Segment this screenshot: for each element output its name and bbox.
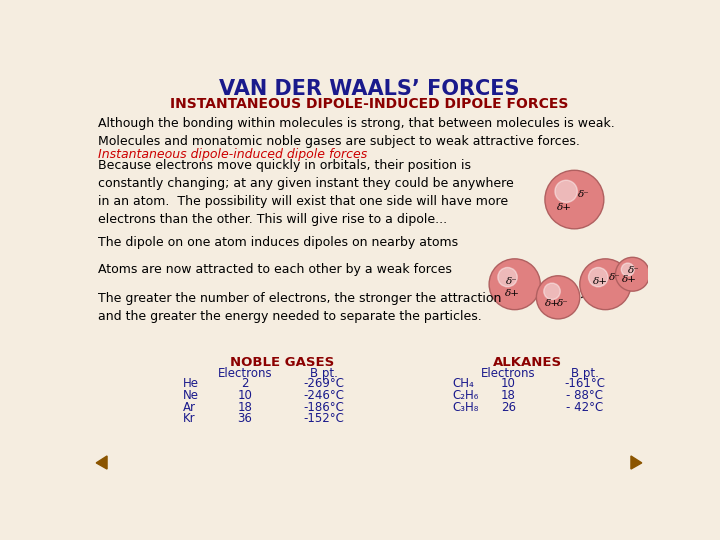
Text: Atoms are now attracted to each other by a weak forces: Atoms are now attracted to each other by… bbox=[98, 262, 451, 276]
Text: 36: 36 bbox=[238, 412, 253, 425]
Text: B pt.: B pt. bbox=[570, 367, 598, 380]
Circle shape bbox=[498, 267, 517, 287]
Text: C₂H₆: C₂H₆ bbox=[453, 389, 479, 402]
Text: Electrons: Electrons bbox=[217, 367, 272, 380]
Text: - 88°C: - 88°C bbox=[566, 389, 603, 402]
Text: ALKANES: ALKANES bbox=[493, 356, 562, 369]
Text: δ⁻: δ⁻ bbox=[506, 277, 518, 286]
Circle shape bbox=[616, 257, 649, 291]
Circle shape bbox=[580, 259, 631, 309]
Text: Kr: Kr bbox=[183, 412, 196, 425]
Circle shape bbox=[544, 283, 560, 300]
Text: δ⁻: δ⁻ bbox=[557, 299, 569, 308]
Text: δ+: δ+ bbox=[621, 275, 636, 284]
Text: He: He bbox=[183, 377, 199, 390]
Text: δ⁻: δ⁻ bbox=[578, 190, 590, 199]
Text: δ+: δ+ bbox=[557, 203, 572, 212]
Text: CH₄: CH₄ bbox=[453, 377, 474, 390]
Text: δ+: δ+ bbox=[544, 299, 559, 308]
Text: Because electrons move quickly in orbitals, their position is
constantly changin: Because electrons move quickly in orbita… bbox=[98, 159, 513, 226]
Text: 18: 18 bbox=[238, 401, 253, 414]
Text: Ar: Ar bbox=[183, 401, 196, 414]
Text: -269°C: -269°C bbox=[304, 377, 345, 390]
Circle shape bbox=[489, 259, 540, 309]
Text: 2: 2 bbox=[241, 377, 248, 390]
Text: Ne: Ne bbox=[183, 389, 199, 402]
Circle shape bbox=[536, 276, 580, 319]
Text: -161°C: -161°C bbox=[564, 377, 605, 390]
Text: δ+: δ+ bbox=[593, 277, 608, 286]
Polygon shape bbox=[96, 456, 107, 469]
Circle shape bbox=[545, 170, 604, 229]
Circle shape bbox=[621, 263, 634, 276]
Text: The dipole on one atom induces dipoles on nearby atoms: The dipole on one atom induces dipoles o… bbox=[98, 236, 458, 249]
Text: The greater the number of electrons, the stronger the attraction
and the greater: The greater the number of electrons, the… bbox=[98, 292, 501, 323]
Text: 18: 18 bbox=[501, 389, 516, 402]
Text: B pt.: B pt. bbox=[310, 367, 338, 380]
Text: INSTANTANEOUS DIPOLE-INDUCED DIPOLE FORCES: INSTANTANEOUS DIPOLE-INDUCED DIPOLE FORC… bbox=[170, 97, 568, 111]
Text: 10: 10 bbox=[238, 389, 253, 402]
Text: VAN DER WAALS’ FORCES: VAN DER WAALS’ FORCES bbox=[219, 79, 519, 99]
Text: -186°C: -186°C bbox=[304, 401, 344, 414]
Text: -152°C: -152°C bbox=[304, 412, 344, 425]
Text: C₃H₈: C₃H₈ bbox=[453, 401, 479, 414]
Text: δ⁻: δ⁻ bbox=[629, 266, 640, 275]
Text: Although the bonding within molecules is strong, that between molecules is weak.: Although the bonding within molecules is… bbox=[98, 117, 614, 148]
Text: Electrons: Electrons bbox=[481, 367, 536, 380]
Text: NOBLE GASES: NOBLE GASES bbox=[230, 356, 334, 369]
Text: δ+: δ+ bbox=[505, 289, 520, 299]
Text: Instantaneous dipole-induced dipole forces: Instantaneous dipole-induced dipole forc… bbox=[98, 148, 367, 161]
Circle shape bbox=[588, 267, 608, 287]
Polygon shape bbox=[631, 456, 642, 469]
Text: -246°C: -246°C bbox=[304, 389, 345, 402]
Text: δ⁻: δ⁻ bbox=[609, 273, 621, 282]
Circle shape bbox=[555, 180, 577, 202]
Text: 26: 26 bbox=[501, 401, 516, 414]
Text: - 42°C: - 42°C bbox=[566, 401, 603, 414]
Text: 10: 10 bbox=[501, 377, 516, 390]
